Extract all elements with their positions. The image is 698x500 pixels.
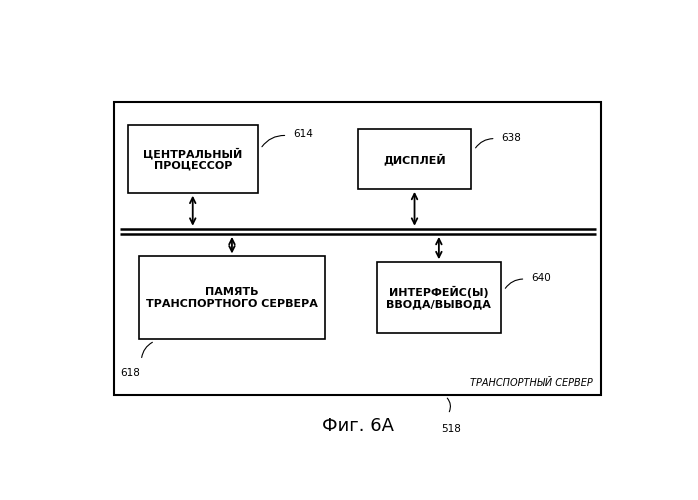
Text: ЦЕНТРАЛЬНЫЙ
ПРОЦЕССОР: ЦЕНТРАЛЬНЫЙ ПРОЦЕССОР <box>143 148 242 171</box>
Text: 618: 618 <box>121 368 140 378</box>
Bar <box>114 102 601 395</box>
Bar <box>139 256 325 339</box>
Text: ТРАНСПОРТНЫЙ СЕРВЕР: ТРАНСПОРТНЫЙ СЕРВЕР <box>470 378 593 388</box>
Text: 518: 518 <box>441 424 461 434</box>
Text: 638: 638 <box>501 133 521 143</box>
Text: ПАМЯТЬ
ТРАНСПОРТНОГО СЕРВЕРА: ПАМЯТЬ ТРАНСПОРТНОГО СЕРВЕРА <box>146 287 318 308</box>
Text: 614: 614 <box>293 130 313 140</box>
Text: ИНТЕРФЕЙС(Ы)
ВВОДА/ВЫВОДА: ИНТЕРФЕЙС(Ы) ВВОДА/ВЫВОДА <box>387 286 491 310</box>
Bar <box>128 126 258 193</box>
Bar <box>358 130 471 189</box>
Text: 640: 640 <box>531 274 551 283</box>
Bar <box>377 262 501 334</box>
Text: ДИСПЛЕЙ: ДИСПЛЕЙ <box>383 154 446 165</box>
Text: Фиг. 6A: Фиг. 6A <box>322 417 394 434</box>
